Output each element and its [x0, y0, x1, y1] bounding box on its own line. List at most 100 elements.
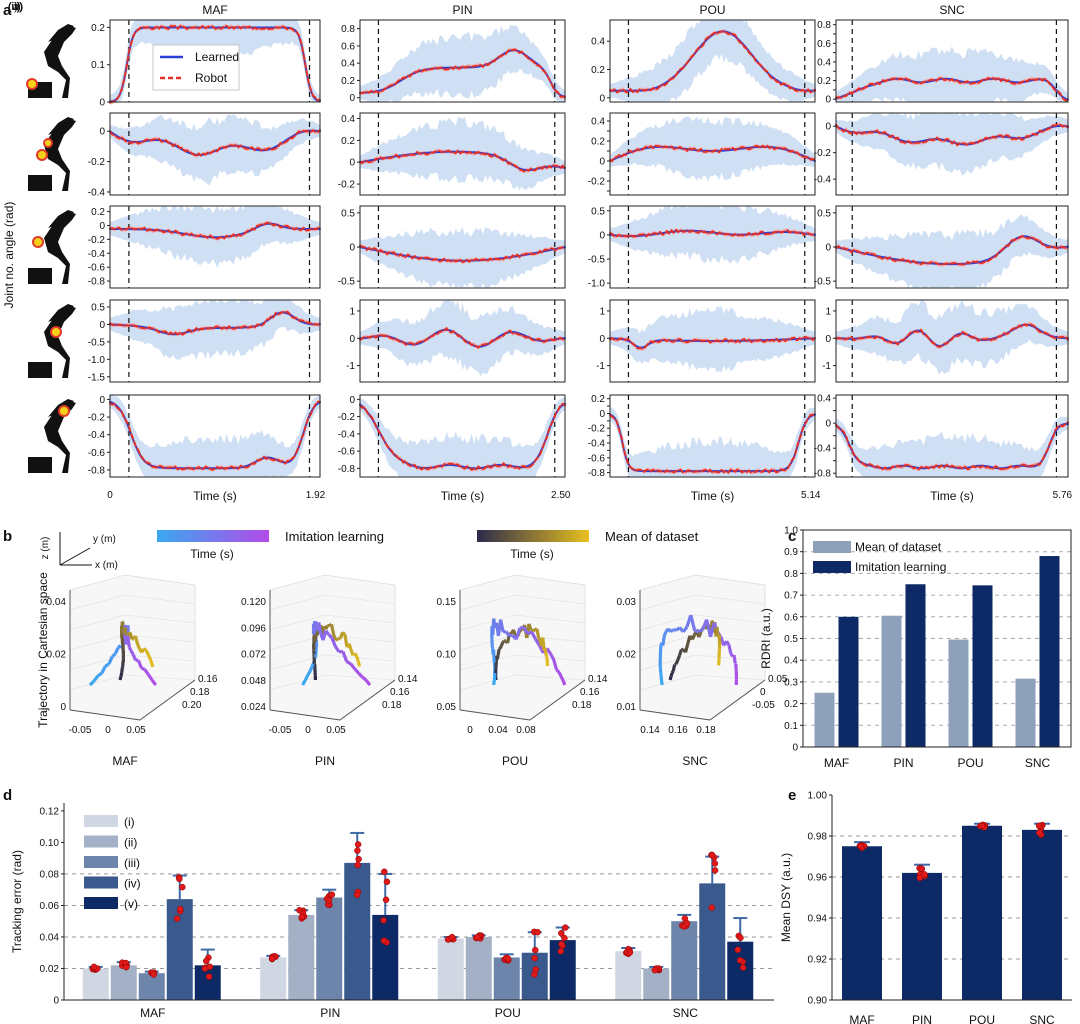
z-tick-label: 0.048 — [241, 676, 266, 687]
z-tick-label: 0.096 — [241, 623, 266, 634]
y-tick-label: 0.16 — [580, 687, 600, 698]
y-tick-label: 0.8 — [784, 569, 798, 580]
x-end-label: 5.76 — [1053, 490, 1073, 501]
imitation-trajectory-segment — [349, 662, 357, 670]
grid-line — [69, 614, 126, 631]
trial-data-point — [354, 847, 361, 854]
imitation-trajectory-segment — [557, 671, 563, 678]
y-tick-label: -1.0 — [588, 279, 606, 290]
bar-tracking-error — [671, 921, 698, 1000]
trial-data-point — [562, 924, 569, 931]
mean-trajectory-segment — [135, 643, 142, 650]
y-tick-label: 0 — [349, 395, 355, 406]
axis-key-y-label: y (m) — [93, 534, 116, 545]
mean-trajectory-segment — [119, 672, 124, 678]
y-tick-label: 0 — [99, 98, 105, 109]
mean-trajectory-segment — [532, 628, 536, 633]
imitation-trajectory-segment — [324, 629, 330, 636]
x-category-label: PIN — [912, 1013, 932, 1024]
y-tick-label: -0.05 — [752, 700, 775, 711]
z-tick-label: 0.01 — [617, 702, 637, 713]
robot-trajectory-line — [109, 310, 321, 336]
subplot-frame — [109, 205, 321, 289]
trial-data-point — [683, 920, 691, 927]
joint-marker-icon — [50, 326, 62, 338]
mean-trajectory-segment — [668, 676, 673, 681]
x-end-label: 5.14 — [801, 490, 821, 501]
dataset-range-band — [610, 206, 815, 264]
subplot-frame — [109, 394, 321, 478]
panel-letter-b: b — [3, 528, 12, 545]
imitation-trajectory-segment — [306, 670, 312, 676]
y-tick-label: -0.5 — [88, 337, 106, 348]
legend-swatch — [84, 856, 118, 868]
mean-trajectory-segment — [683, 643, 690, 653]
mean-trajectory-segment — [499, 641, 505, 647]
imitation-trajectory-segment — [732, 654, 737, 664]
trial-data-point — [626, 949, 634, 956]
imitation-trajectory-segment — [92, 674, 100, 682]
trial-data-point — [1035, 822, 1043, 830]
column-title: POU — [699, 3, 725, 17]
y-tick-label: 0.2 — [591, 137, 605, 148]
subplot-frame — [835, 19, 1069, 103]
bar-imitation-learning — [972, 585, 993, 747]
plot-3d-pane — [269, 574, 396, 721]
y-tick-label: 0.2 — [591, 65, 605, 76]
bar-tracking-error — [493, 957, 520, 1000]
trial-data-point — [708, 851, 716, 859]
y-tick-label: -0.8 — [588, 468, 606, 479]
imitation-trajectory-segment — [100, 665, 107, 674]
imitation-trajectory-segment — [727, 644, 733, 655]
x-tick-label: 0.08 — [516, 725, 536, 736]
y-tick-label: -0.8 — [338, 464, 356, 475]
y-tick-label: -0.2 — [814, 148, 832, 159]
imitation-trajectory-segment — [559, 676, 565, 682]
mean-trajectory-segment — [495, 654, 500, 660]
y-tick-label: -0.6 — [588, 453, 606, 464]
imitation-trajectory-segment — [689, 614, 697, 632]
trajectory-plot-title: MAF — [112, 754, 137, 768]
trial-data-point — [918, 865, 926, 873]
y-tick-label: -0.2 — [88, 157, 106, 168]
y-tick-label: 0 — [53, 996, 59, 1007]
y-tick-label: 0 — [99, 221, 105, 232]
y-tick-label: 0.4 — [817, 57, 831, 68]
grid-line — [324, 654, 396, 662]
imitation-trajectory-segment — [301, 679, 307, 686]
y-tick-label: 0.18 — [572, 700, 592, 711]
trial-data-point — [558, 930, 565, 937]
trial-data-point — [176, 875, 183, 883]
trial-data-point — [203, 957, 210, 965]
dataset-range-band — [110, 20, 320, 102]
bar-mean-dsy — [962, 825, 1002, 1000]
y-tick-label: 0.4 — [784, 656, 798, 667]
robot-range-band — [610, 335, 815, 351]
trial-data-point — [328, 891, 336, 898]
y-tick-label: 0.5 — [591, 206, 605, 217]
grid-line — [69, 634, 126, 651]
mean-trajectory-segment — [353, 652, 358, 657]
trial-data-point — [532, 966, 539, 973]
imitation-trajectory-segment — [669, 628, 675, 633]
rat-head-shape — [48, 304, 74, 322]
subplot-frame — [609, 299, 816, 383]
grid-line — [324, 614, 396, 624]
legend-label: (iii) — [124, 856, 140, 870]
mean-trajectory-segment — [149, 659, 155, 668]
y-tick-label: -0.8 — [814, 469, 832, 480]
z-tick-label: 0.120 — [241, 597, 266, 608]
imitation-trajectory-segment — [131, 653, 138, 661]
y-tick-label: -0.2 — [338, 180, 356, 191]
y-tick-label: 0 — [599, 230, 605, 241]
imitation-trajectory-segment — [317, 622, 323, 634]
trial-data-point — [561, 934, 568, 942]
y-tick-label: 0 — [825, 334, 831, 345]
y-tick-label: 0 — [349, 243, 355, 254]
y-tick-label: -0.4 — [88, 187, 106, 198]
trial-data-point — [531, 954, 538, 962]
y-tick-label: 0.3 — [784, 677, 798, 688]
robot-trajectory-line — [359, 327, 566, 349]
z-tick-label: 0.04 — [47, 597, 67, 608]
x-category-label: PIN — [320, 1006, 340, 1020]
